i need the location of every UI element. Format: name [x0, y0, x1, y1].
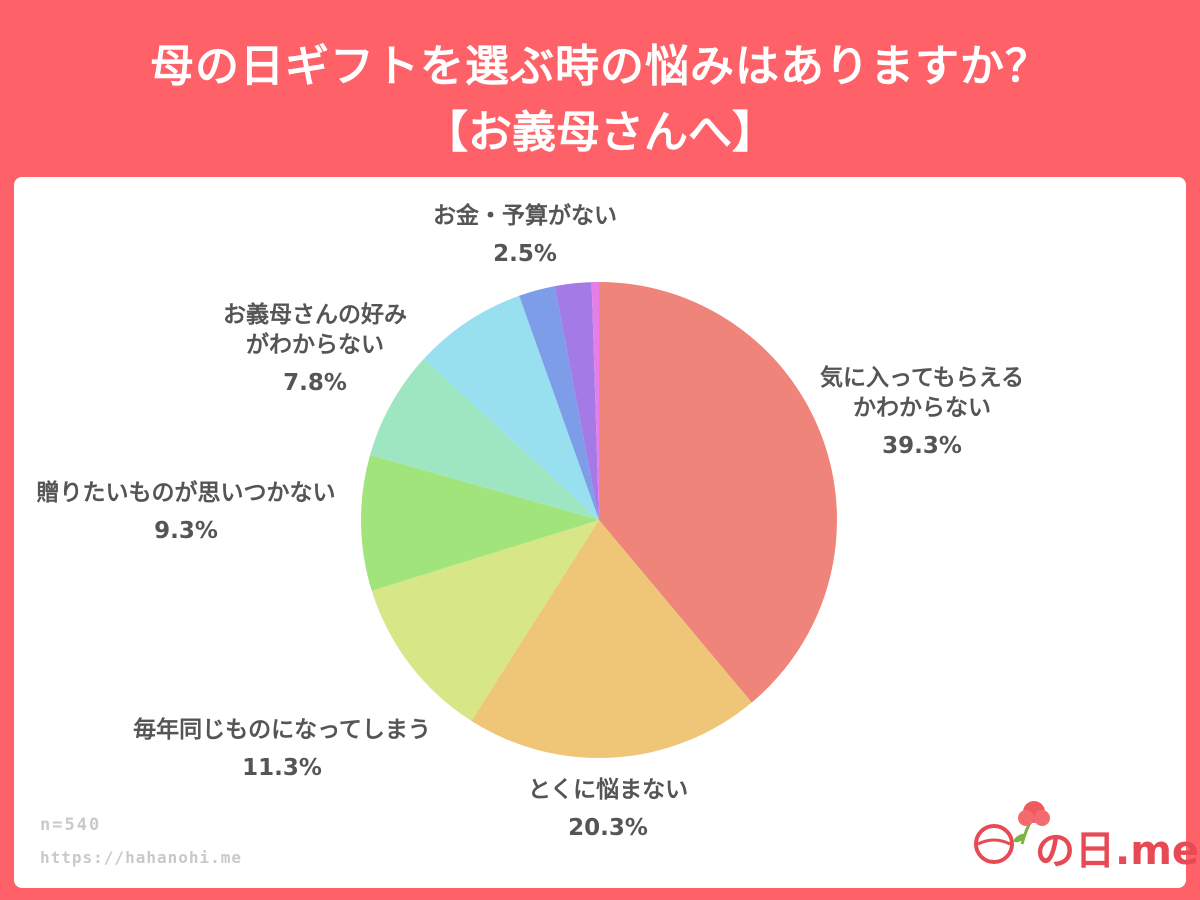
pie-slice [371, 520, 599, 721]
slice-category-label: お金・予算がない [433, 202, 617, 229]
slice-value-label: 20.3% [568, 815, 648, 841]
slice-category-label: 贈りたいものが思いつかない [37, 479, 336, 506]
slice-category-label: お義母さんの好み [223, 301, 407, 328]
chart-title-line1: 母の日ギフトを選ぶ時の悩みはありますか？ [150, 41, 1050, 92]
source-url: https://hahanohi.me [40, 848, 243, 867]
slice-value-label: 2.5% [493, 241, 557, 267]
pie-slice [554, 282, 599, 520]
slice-value-label: 11.3% [242, 755, 322, 781]
slice-category-label: とくに悩まない [528, 777, 688, 803]
slice-category-label: 毎年同じものになってしまう [133, 716, 431, 743]
carnation-logo-icon [974, 801, 1050, 864]
sample-size-note: n=540 [40, 815, 102, 835]
pie-slice [599, 282, 837, 703]
pie-slice [423, 295, 599, 520]
slice-category-label: 気に入ってもらえる [820, 364, 1024, 391]
hahanohi-logo [964, 798, 1174, 868]
pie-slice [360, 454, 599, 591]
pie-slice [519, 286, 599, 520]
pie-slice [591, 282, 599, 520]
slice-value-label: 7.8% [283, 370, 347, 396]
pie-slice [370, 358, 599, 520]
slice-value-label: 39.3% [882, 433, 962, 459]
chart-title-line2: 【お義母さんへ】 [424, 107, 776, 158]
slice-category-label: かわからない [853, 395, 991, 421]
slice-category-label: がわからない [246, 331, 384, 358]
pie-slice [471, 520, 752, 758]
chart-header: 母の日ギフトを選ぶ時の悩みはありますか？ 【お義母さんへ】 [0, 0, 1200, 175]
slice-value-label: 9.3% [154, 518, 218, 544]
logo-text: の日.me [1035, 828, 1200, 874]
